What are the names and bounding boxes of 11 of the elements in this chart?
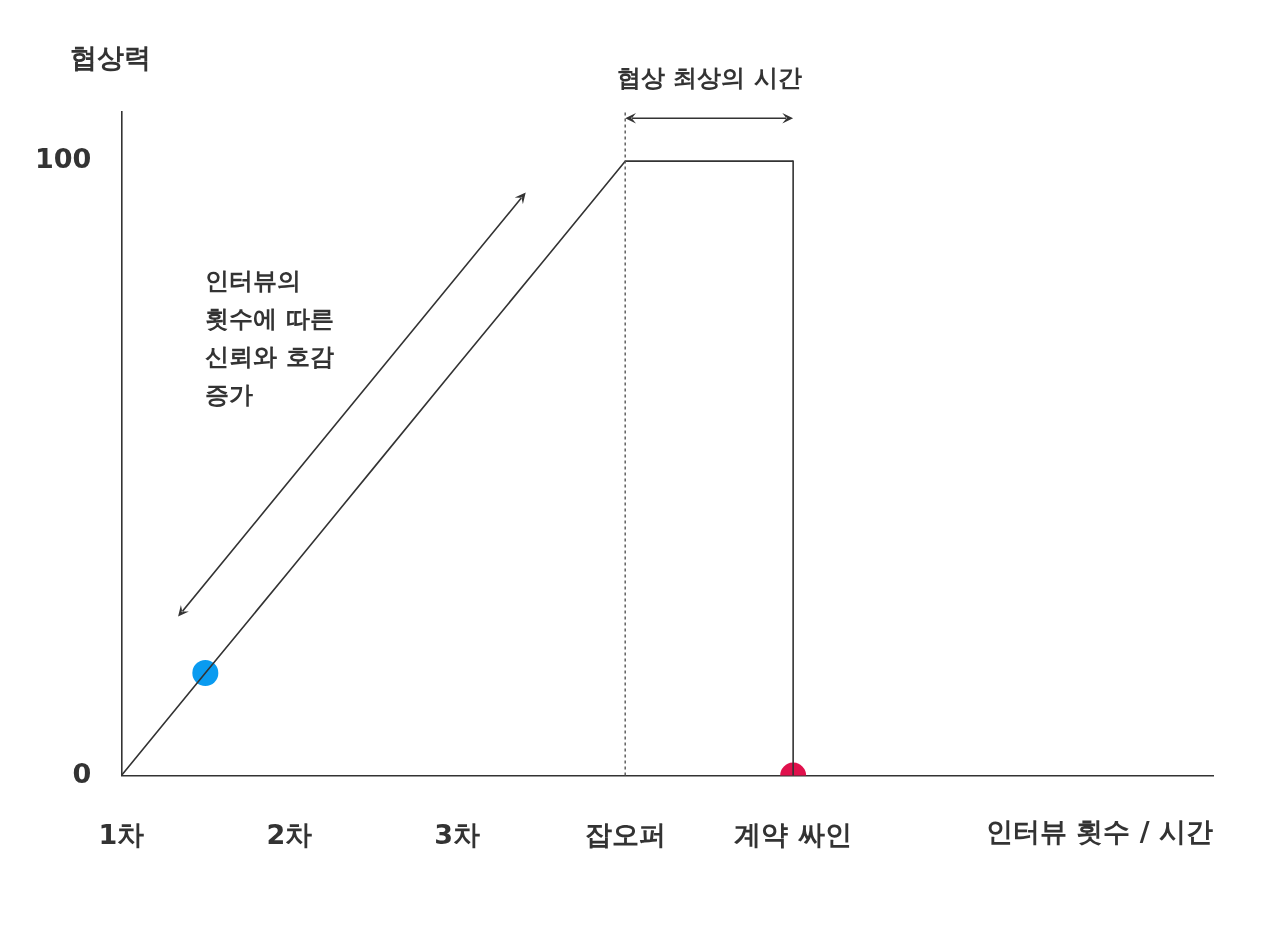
text: 협상 최상의 시간	[616, 64, 802, 93]
x-axis-title: 인터뷰 횟수 / 시간	[985, 816, 1213, 848]
x-tick-label: 1차	[98, 818, 145, 850]
y-tick-label: 0	[72, 757, 92, 789]
x-tick-label: 잡오퍼	[584, 818, 666, 850]
x-tick-label: 2차	[266, 818, 313, 850]
annotation: 인터뷰의 횟수에 따른 신뢰와 호감 증가	[205, 267, 334, 410]
x-tick-label: 계약 싸인	[734, 818, 852, 850]
y-axis-title: 협상력	[70, 42, 151, 73]
y-tick-label: 100	[34, 143, 92, 175]
x-tick-label: 3차	[434, 818, 481, 850]
